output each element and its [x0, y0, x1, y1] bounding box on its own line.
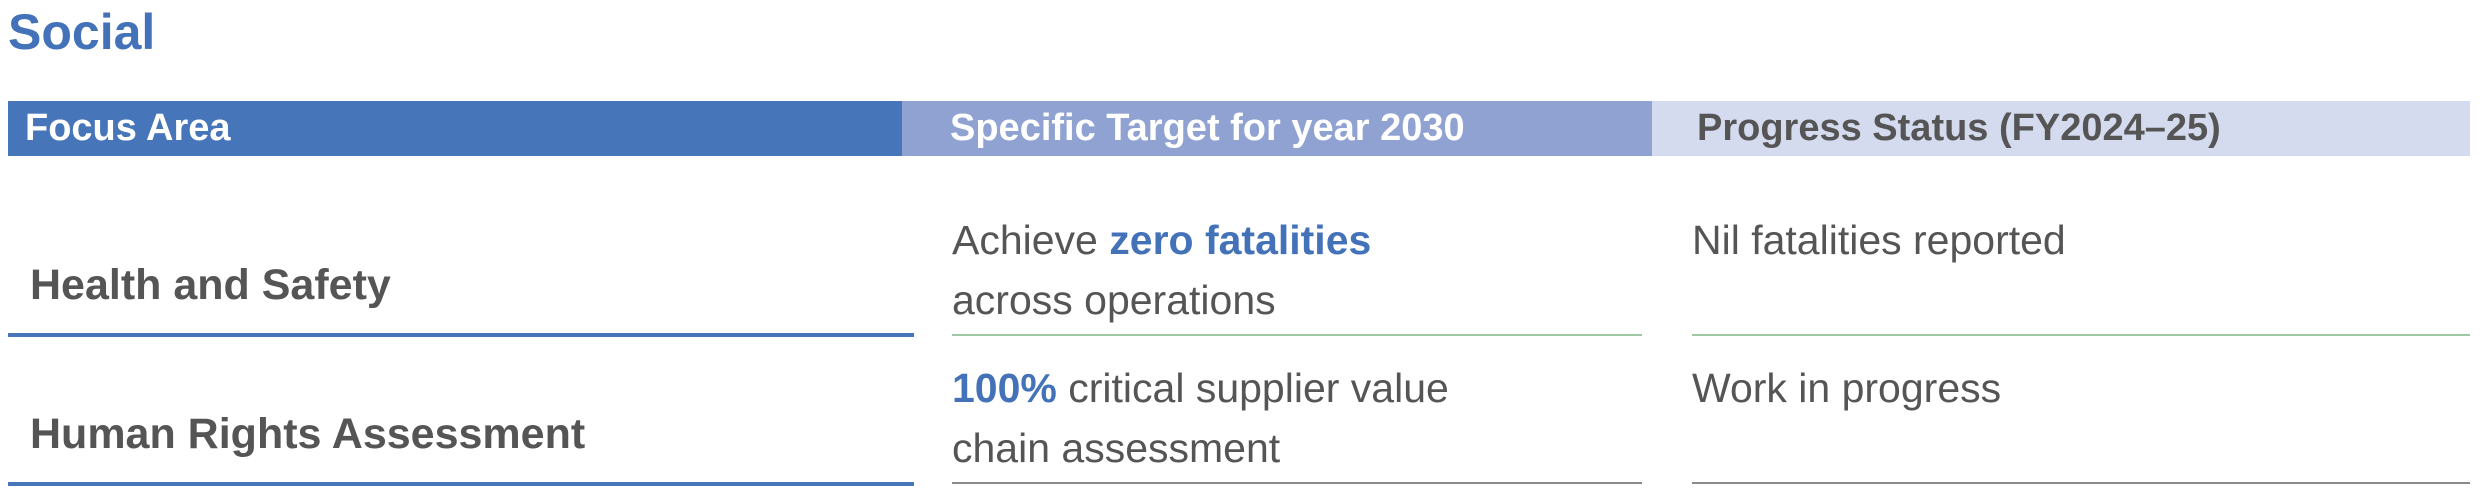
- row-divider: [1692, 334, 2470, 336]
- progress-status-text: Nil fatalities reported: [1692, 217, 2066, 263]
- target-line-1: Achieve zero fatalities: [952, 210, 1642, 270]
- row-divider: [952, 482, 1642, 484]
- section-title: Social: [8, 4, 156, 60]
- row-divider: [1692, 482, 2470, 484]
- focus-area-label: Health and Safety: [30, 260, 391, 309]
- target-highlight: zero fatalities: [1109, 217, 1372, 263]
- target-line-1: 100% critical supplier value: [952, 358, 1642, 418]
- target-suffix: critical supplier value: [1056, 365, 1449, 411]
- row-health-safety-progress: Nil fatalities reported: [1692, 210, 2470, 270]
- header-progress-status: Progress Status (FY2024–25): [1652, 101, 2470, 156]
- row-human-rights-focus: Human Rights Assessment: [8, 386, 914, 486]
- header-specific-target: Specific Target for year 2030: [902, 101, 1652, 156]
- target-highlight: 100%: [952, 365, 1057, 411]
- target-prefix: Achieve: [952, 217, 1110, 263]
- row-human-rights-progress: Work in progress: [1692, 358, 2470, 418]
- header-focus-area: Focus Area: [8, 101, 902, 156]
- row-health-safety-focus: Health and Safety: [8, 237, 914, 337]
- row-divider: [952, 334, 1642, 336]
- row-human-rights-target: 100% critical supplier value chain asses…: [952, 358, 1642, 478]
- target-line-2: chain assessment: [952, 425, 1281, 471]
- row-health-safety-target: Achieve zero fatalities across operation…: [952, 210, 1642, 330]
- progress-status-text: Work in progress: [1692, 365, 2002, 411]
- target-line-2: across operations: [952, 277, 1276, 323]
- focus-area-label: Human Rights Assessment: [30, 409, 586, 458]
